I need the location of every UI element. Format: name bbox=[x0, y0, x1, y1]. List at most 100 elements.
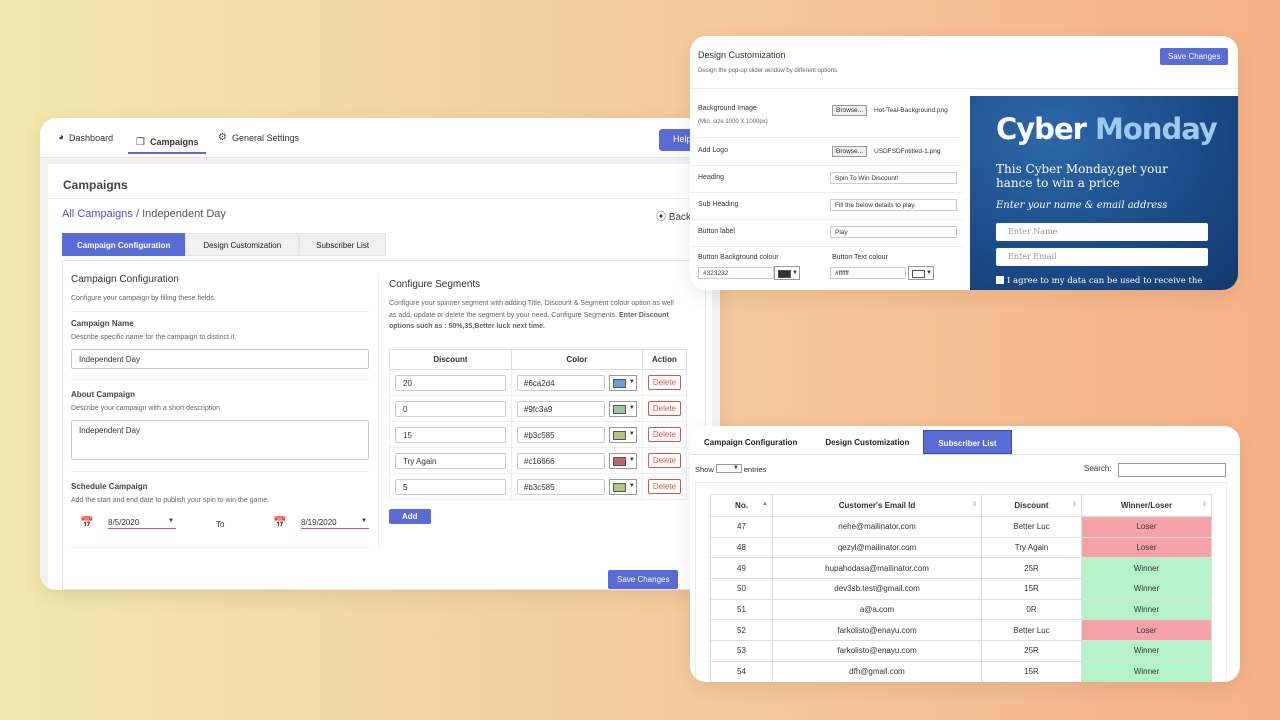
subheading-input[interactable]: Fill the below details to play. bbox=[830, 199, 957, 211]
top-navigation: ◕ Dashboard ❒ Campaigns ⚙ General Settin… bbox=[40, 118, 720, 158]
segment-color-input[interactable]: #c16666 bbox=[516, 452, 605, 469]
row-discount: 25R bbox=[981, 640, 1082, 662]
preview-name-input[interactable]: Enter Name bbox=[996, 223, 1208, 241]
row-email: dev3sb.test@gmail.com bbox=[772, 578, 982, 600]
segment-color-swatch[interactable]: ▼ bbox=[608, 400, 637, 417]
button-label-input[interactable]: Play bbox=[830, 226, 957, 238]
segment-row: 15 #b3c585 ▼ Delete bbox=[389, 421, 688, 448]
preview-line-2: hance to win a price bbox=[996, 176, 1120, 190]
button-bg-colour-swatch[interactable]: ▼ bbox=[774, 266, 800, 280]
segment-color-input[interactable]: #b3c585 bbox=[516, 478, 605, 495]
about-campaign-label: About Campaign bbox=[71, 390, 135, 399]
delete-segment-button[interactable]: Delete bbox=[647, 453, 681, 468]
tab-subscriber-list[interactable]: Subscriber List bbox=[299, 233, 387, 256]
design-save-button[interactable]: Save Changes bbox=[1160, 48, 1229, 65]
delete-segment-button[interactable]: Delete bbox=[647, 427, 681, 442]
table-frame bbox=[695, 482, 1227, 682]
row-email: farkolisto@enayu.com bbox=[772, 640, 982, 662]
logo-file-name: USDFSDFntitled-1.png bbox=[874, 148, 941, 155]
row-number: 51 bbox=[710, 598, 773, 621]
table-row: 50 dev3sb.test@gmail.com 15R Winner bbox=[710, 578, 1212, 600]
button-text-colour-swatch[interactable]: ▼ bbox=[908, 266, 934, 280]
segment-color-swatch[interactable]: ▼ bbox=[608, 426, 637, 443]
preview-email-input[interactable]: Enter Email bbox=[996, 248, 1208, 266]
row-result-badge: Winner bbox=[1081, 557, 1212, 580]
search-input[interactable] bbox=[1118, 463, 1226, 477]
config-title: Campaign Configuration bbox=[71, 274, 179, 285]
tab-design-customization[interactable]: Design Customization bbox=[185, 233, 300, 256]
end-date-picker[interactable]: 8/19/2020 ▼ bbox=[301, 515, 369, 529]
campaign-name-desc: Describe specific name for the campaign … bbox=[71, 334, 237, 341]
segments-table: Discount Color Action 20 #6ca2d4 ▼ Delete 0 #… bbox=[389, 349, 688, 500]
dropdown-arrow-icon: ▼ bbox=[732, 465, 739, 471]
row-number: 52 bbox=[710, 619, 773, 642]
tab-campaign-configuration[interactable]: Campaign Configuration bbox=[62, 233, 186, 256]
preview-line-1: This Cyber Monday,get your bbox=[996, 162, 1168, 176]
dropdown-arrow-icon: ▼ bbox=[628, 378, 635, 385]
calendar-icon: 📅 bbox=[80, 517, 94, 529]
logo-browse-button[interactable]: Browse... bbox=[832, 146, 868, 157]
heading-input[interactable]: Spin To Win Discount! bbox=[830, 172, 957, 184]
save-changes-button[interactable]: Save Changes bbox=[608, 570, 679, 589]
segment-discount-input[interactable]: Try Again bbox=[395, 452, 506, 469]
delete-segment-button[interactable]: Delete bbox=[647, 375, 681, 390]
row-discount: Try Again bbox=[981, 536, 1082, 559]
background-browse-button[interactable]: Browse... bbox=[832, 105, 868, 116]
nav-campaigns[interactable]: ❒ Campaigns bbox=[128, 132, 207, 154]
row-number: 47 bbox=[710, 516, 773, 538]
config-tabs: Campaign Configuration Design Customizat… bbox=[62, 233, 387, 256]
action-header: Action bbox=[641, 349, 688, 370]
breadcrumb-current: Independent Day bbox=[142, 208, 226, 220]
config-body: Campaign Configuration Configure your ca… bbox=[62, 260, 706, 590]
nav-dashboard[interactable]: ◕ Dashboard bbox=[58, 132, 114, 143]
gears-icon: ⚙ bbox=[218, 132, 227, 143]
button-text-colour-input[interactable]: #ffffff bbox=[830, 267, 906, 279]
row-number: 53 bbox=[710, 640, 773, 662]
add-segment-button[interactable]: Add bbox=[389, 509, 431, 524]
email-header[interactable]: Customer's Email Id ⇕ bbox=[772, 494, 982, 517]
delete-segment-button[interactable]: Delete bbox=[647, 401, 681, 416]
tab-subscriber-list[interactable]: Subscriber List bbox=[923, 430, 1012, 454]
button-colours-row: Button Background colour #323232 ▼ Butto… bbox=[690, 247, 962, 290]
nav-general-settings[interactable]: ⚙ General Settings bbox=[218, 132, 300, 143]
about-campaign-textarea[interactable]: Independent Day bbox=[71, 420, 369, 460]
design-customization-window: Design Customization Design the pop-up s… bbox=[690, 36, 1238, 290]
segment-color-swatch[interactable]: ▼ bbox=[608, 452, 637, 469]
tab-design-customization[interactable]: Design Customization bbox=[825, 438, 910, 447]
row-email: nehe@mailinator.com bbox=[772, 516, 982, 538]
result-header[interactable]: Winner/Loser ⇕ bbox=[1081, 494, 1212, 517]
segment-color-input[interactable]: #6ca2d4 bbox=[516, 374, 605, 391]
schedule-campaign-label: Schedule Campaign bbox=[71, 482, 148, 491]
breadcrumb-all-campaigns[interactable]: All Campaigns bbox=[62, 208, 133, 220]
button-bg-colour-input[interactable]: #323232 bbox=[698, 267, 774, 279]
back-link[interactable]: ⦿ Back bbox=[656, 212, 692, 223]
tab-campaign-configuration[interactable]: Campaign Configuration bbox=[704, 438, 798, 447]
segment-color-swatch[interactable]: ▼ bbox=[608, 478, 637, 495]
subscriber-list-window: Campaign Configuration Design Customizat… bbox=[690, 426, 1240, 682]
no-header[interactable]: No. ▲ bbox=[710, 494, 773, 517]
search-label: Search: bbox=[1084, 464, 1112, 473]
segment-discount-input[interactable]: 0 bbox=[395, 400, 506, 417]
segment-discount-input[interactable]: 20 bbox=[395, 374, 506, 391]
entries-select[interactable]: ▼ bbox=[715, 464, 742, 473]
preview-prompt: Enter your name & email address bbox=[996, 200, 1168, 211]
row-result-badge: Loser bbox=[1081, 619, 1212, 642]
segment-color-input[interactable]: #9fc3a9 bbox=[516, 400, 605, 417]
row-email: dfh@gmail.com bbox=[772, 660, 982, 682]
dropdown-arrow-icon: ▼ bbox=[628, 456, 635, 463]
delete-segment-button[interactable]: Delete bbox=[647, 479, 681, 494]
color-swatch bbox=[612, 378, 626, 388]
campaign-name-input[interactable]: Independent Day bbox=[71, 349, 369, 369]
segment-color-swatch[interactable]: ▼ bbox=[608, 374, 637, 391]
segment-discount-input[interactable]: 5 bbox=[395, 478, 506, 495]
sort-icon: ⇕ bbox=[971, 502, 977, 508]
design-title: Design Customization bbox=[698, 50, 786, 60]
config-desc: Configure your campaign by filling these… bbox=[71, 295, 216, 302]
row-discount: 25R bbox=[981, 557, 1082, 580]
segment-discount-input[interactable]: 15 bbox=[395, 426, 506, 443]
consent-checkbox[interactable] bbox=[996, 276, 1004, 284]
discount-header[interactable]: Discount ⇕ bbox=[981, 494, 1082, 517]
start-date-picker[interactable]: 8/5/2020 ▼ bbox=[108, 515, 176, 529]
segment-color-input[interactable]: #b3c585 bbox=[516, 426, 605, 443]
table-row: 51 a@a.com 0R Winner bbox=[710, 598, 1212, 621]
